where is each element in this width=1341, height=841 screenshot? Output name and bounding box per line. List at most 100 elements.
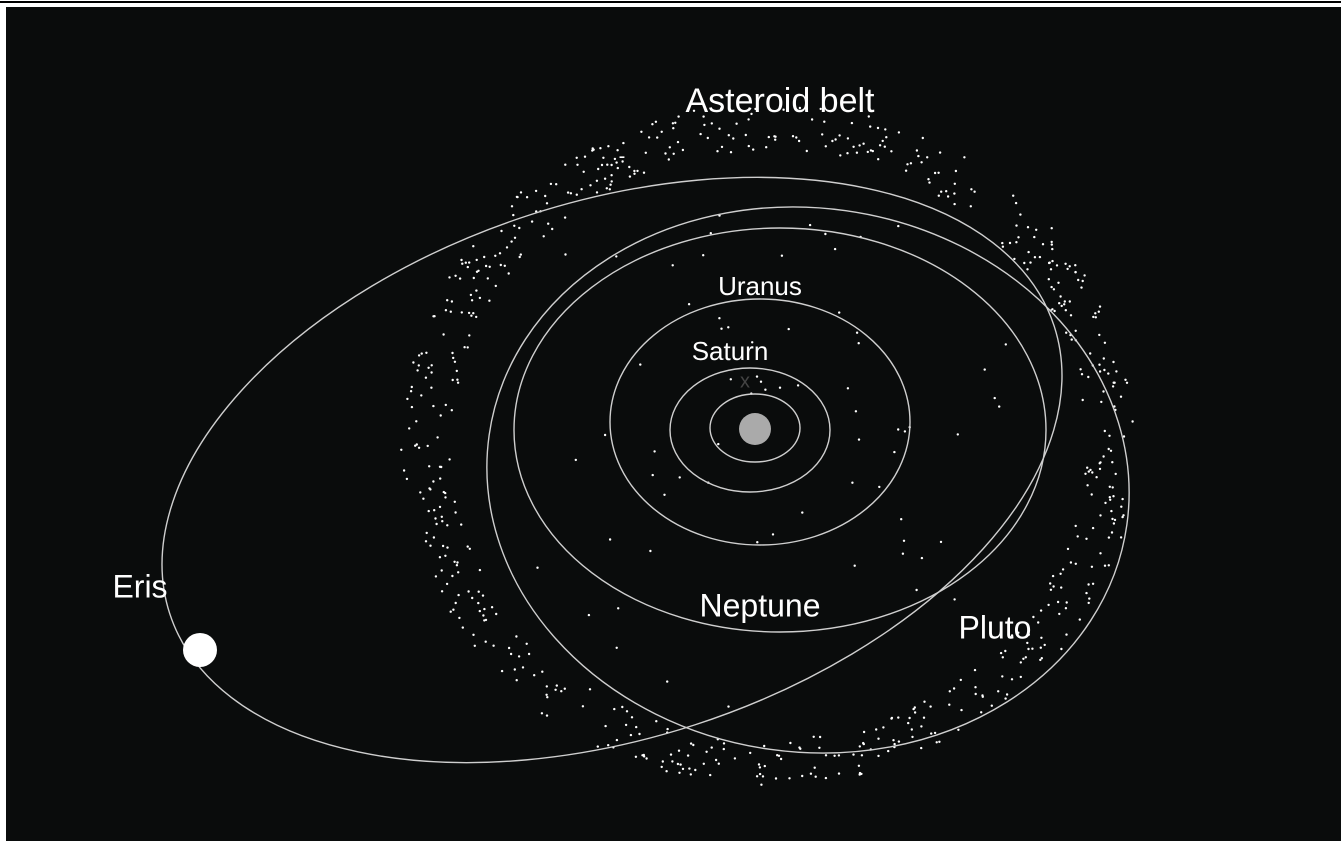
dot xyxy=(1131,420,1134,423)
dot xyxy=(754,107,757,111)
dot xyxy=(582,170,585,173)
dot xyxy=(448,276,451,279)
dot xyxy=(435,522,438,526)
dot xyxy=(1119,395,1123,398)
orbit xyxy=(669,367,831,493)
dot xyxy=(946,195,950,198)
dot xyxy=(1001,241,1004,245)
dot xyxy=(503,264,506,267)
dot xyxy=(758,766,762,769)
dot xyxy=(866,150,869,154)
dot xyxy=(1098,370,1102,373)
dot xyxy=(426,444,429,448)
dot xyxy=(908,716,911,720)
dot xyxy=(729,151,733,154)
dot xyxy=(862,142,865,145)
orbit xyxy=(513,227,1047,633)
dot xyxy=(797,139,801,143)
dot xyxy=(449,610,452,613)
dot xyxy=(681,148,685,152)
dot xyxy=(973,668,977,672)
dot xyxy=(518,255,521,259)
dot xyxy=(1031,647,1034,650)
dot xyxy=(446,546,449,549)
dot xyxy=(412,361,415,364)
dot xyxy=(1039,646,1043,649)
dot xyxy=(1089,468,1092,472)
dot xyxy=(642,171,646,174)
dot xyxy=(777,754,781,757)
dot xyxy=(1081,279,1084,283)
dot xyxy=(1049,588,1053,591)
dot xyxy=(759,380,763,383)
dot xyxy=(488,299,491,302)
dot xyxy=(702,115,705,118)
dot xyxy=(1068,265,1071,268)
dot xyxy=(687,303,691,306)
dot xyxy=(678,771,681,774)
dot xyxy=(622,141,625,145)
dot xyxy=(660,765,663,769)
dot xyxy=(604,724,607,728)
dot xyxy=(621,160,624,163)
dot xyxy=(890,716,894,720)
dot xyxy=(727,705,730,708)
dot xyxy=(763,764,766,768)
dot xyxy=(583,155,587,158)
dot xyxy=(1061,568,1065,571)
dot xyxy=(1091,526,1095,530)
dot xyxy=(722,747,725,751)
dot xyxy=(1108,496,1112,499)
dot xyxy=(809,772,813,775)
dot xyxy=(717,442,720,446)
dot xyxy=(420,394,423,397)
dot xyxy=(676,762,680,766)
dot xyxy=(681,767,685,771)
dot xyxy=(1051,574,1055,578)
dot xyxy=(678,476,681,479)
dot xyxy=(671,264,674,267)
dot xyxy=(592,148,595,151)
dot xyxy=(1120,505,1123,508)
dot xyxy=(761,775,765,778)
dot xyxy=(747,144,750,148)
dot xyxy=(492,644,495,647)
dot xyxy=(597,167,600,171)
dot xyxy=(621,705,624,709)
dot xyxy=(755,775,759,778)
dot xyxy=(824,754,828,757)
dot xyxy=(1083,274,1086,277)
dot xyxy=(824,776,828,780)
dot xyxy=(862,730,866,734)
dot xyxy=(798,106,802,110)
dot xyxy=(460,311,463,314)
dot xyxy=(1039,658,1042,662)
dot xyxy=(1121,497,1124,501)
dot xyxy=(600,163,604,167)
dot xyxy=(1052,288,1056,291)
dot xyxy=(857,764,861,767)
dot xyxy=(892,739,895,742)
dot xyxy=(610,163,613,167)
dot xyxy=(1026,641,1029,645)
dot xyxy=(1109,498,1112,501)
dot xyxy=(1059,295,1062,298)
dot xyxy=(439,414,442,417)
dot xyxy=(974,686,977,689)
dot xyxy=(1115,370,1118,373)
dot xyxy=(667,158,670,161)
sun xyxy=(739,413,771,445)
dot xyxy=(555,183,558,186)
dot xyxy=(486,277,489,280)
dot xyxy=(454,511,457,514)
dot xyxy=(763,744,766,748)
dot xyxy=(957,728,960,731)
dot xyxy=(589,184,592,187)
dot xyxy=(1055,264,1059,267)
dot xyxy=(1108,485,1112,488)
dot xyxy=(789,741,792,745)
dot xyxy=(419,491,422,494)
dot xyxy=(1069,561,1073,564)
dot xyxy=(1039,609,1043,612)
